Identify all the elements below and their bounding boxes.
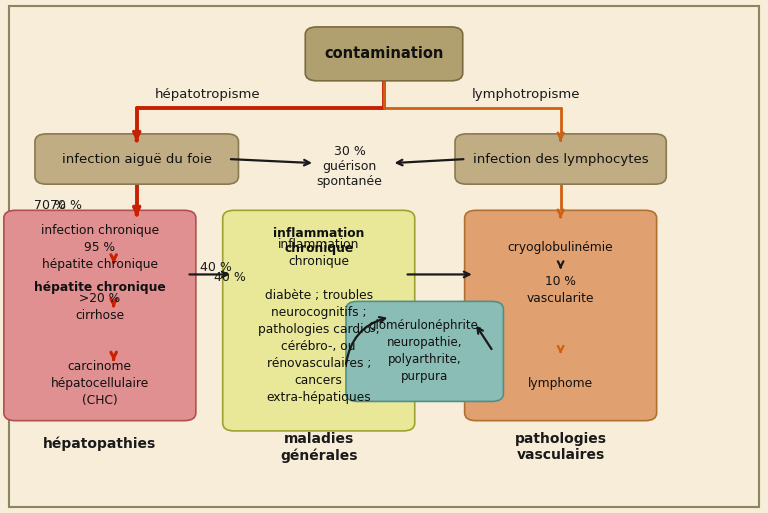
Text: infection aiguë du foie: infection aiguë du foie	[61, 152, 212, 166]
Text: 40 %: 40 %	[214, 270, 247, 284]
Text: infection chronique
95 %
hépatite chronique

>20 %
cirrhose


carcinome
hépatoce: infection chronique 95 % hépatite chroni…	[41, 224, 159, 407]
Text: 70 %: 70 %	[50, 199, 82, 212]
Text: inflammation
chronique

diabète ; troubles
neurocognitifs ;
pathologies cardio-,: inflammation chronique diabète ; trouble…	[258, 238, 379, 404]
Text: pathologies
vasculaires: pathologies vasculaires	[515, 432, 607, 462]
Text: hépatite chronique: hépatite chronique	[34, 281, 166, 294]
Text: glomérulonéphrite,
neuropathie,
polyarthrite,
purpura: glomérulonéphrite, neuropathie, polyarth…	[368, 320, 482, 383]
FancyBboxPatch shape	[4, 210, 196, 421]
Text: hépatotropisme: hépatotropisme	[154, 88, 260, 102]
Text: 70 %: 70 %	[34, 199, 66, 212]
Text: 30 %
guérison
spontanée: 30 % guérison spontanée	[316, 145, 382, 188]
Text: lymphotropisme: lymphotropisme	[472, 88, 581, 102]
Text: hépatopathies: hépatopathies	[43, 437, 157, 451]
FancyBboxPatch shape	[455, 134, 666, 184]
FancyBboxPatch shape	[223, 210, 415, 431]
Text: cryoglobulinémie

10 %
vascularite




lymphome: cryoglobulinémie 10 % vascularite lympho…	[508, 241, 614, 390]
FancyBboxPatch shape	[346, 302, 504, 401]
FancyBboxPatch shape	[35, 134, 238, 184]
Text: inflammation
chronique: inflammation chronique	[273, 227, 364, 255]
Text: 40 %: 40 %	[200, 261, 232, 274]
Text: infection des lymphocytes: infection des lymphocytes	[473, 152, 648, 166]
Text: maladies
générales: maladies générales	[280, 432, 357, 463]
Text: contamination: contamination	[324, 46, 444, 62]
FancyBboxPatch shape	[305, 27, 462, 81]
FancyBboxPatch shape	[465, 210, 657, 421]
